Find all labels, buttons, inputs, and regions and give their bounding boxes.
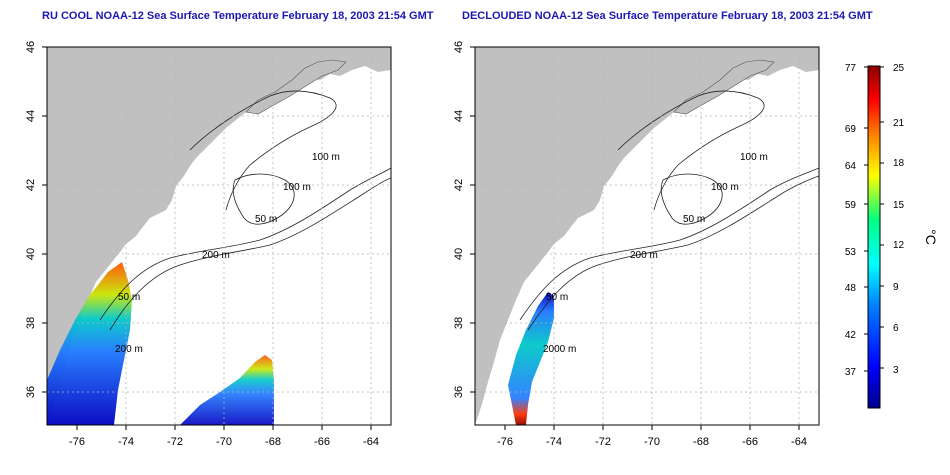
lat-tick-label: 44: [453, 110, 465, 122]
colorbar-f-tick: 64: [845, 161, 857, 172]
lon-tick-label: -74: [546, 436, 562, 448]
lat-tick-label: 38: [25, 317, 37, 329]
sst-patch-offshore: [180, 355, 274, 425]
lon-tick-label: -76: [69, 436, 85, 448]
colorbar-c-tick: 6: [893, 323, 899, 334]
lat-tick-label: 46: [453, 41, 465, 53]
colorbar-gradient: [867, 65, 881, 409]
colorbar-c-tick: 3: [893, 365, 899, 376]
contour-label: 50 m: [683, 214, 705, 225]
lat-tick-label: 40: [25, 248, 37, 260]
colorbar: 77 69 64 59 53 48 42 37 25 21 18 15 12 9…: [840, 63, 939, 409]
contour-label: 50 m: [255, 214, 277, 225]
lon-tick-label: -72: [595, 436, 611, 448]
lon-tick-label: -66: [742, 436, 758, 448]
lat-tick-label: 36: [453, 386, 465, 398]
sst-patch-coast: [47, 262, 132, 425]
lon-tick-label: -66: [314, 436, 330, 448]
colorbar-f-tick: 53: [845, 247, 857, 258]
panel-title-right: DECLOUDED NOAA-12 Sea Surface Temperatur…: [462, 10, 873, 22]
lon-tick-label: -64: [363, 436, 379, 448]
lon-tick-label: -76: [497, 436, 513, 448]
colorbar-unit-c: °C: [923, 229, 939, 245]
lat-tick-label: 44: [25, 110, 37, 122]
lon-tick-label: -70: [644, 436, 660, 448]
contour-label: 2000 m: [543, 344, 576, 355]
contour-label: 50 m: [546, 292, 568, 303]
land-mass: [47, 47, 391, 425]
colorbar-f-tick: 48: [845, 283, 857, 294]
colorbar-c-tick: 9: [893, 282, 899, 293]
colorbar-c-tick: 25: [893, 63, 905, 74]
lat-tick-label: 36: [25, 386, 37, 398]
colorbar-f-tick: 37: [845, 367, 857, 378]
lon-tick-label: -70: [216, 436, 232, 448]
lat-tick-label: 38: [453, 317, 465, 329]
colorbar-c-tick: 15: [893, 200, 905, 211]
panel-title-left: RU COOL NOAA-12 Sea Surface Temperature …: [42, 10, 434, 22]
map-panel-left: 100 m 100 m 50 m 200 m 50 m 200 m -76 -7…: [25, 41, 392, 448]
colorbar-f-tick: 77: [845, 63, 857, 74]
lat-tick-label: 42: [25, 179, 37, 191]
lon-tick-label: -68: [265, 436, 281, 448]
colorbar-unit-f: °F: [840, 230, 841, 244]
contour-label: 100 m: [711, 182, 739, 193]
colorbar-c-tick: 21: [893, 118, 905, 129]
contour-label: 100 m: [283, 182, 311, 193]
colorbar-f-tick: 42: [845, 330, 857, 341]
lon-tick-label: -74: [118, 436, 134, 448]
colorbar-f-tick: 59: [845, 200, 857, 211]
colorbar-f-tick: 69: [845, 124, 857, 135]
land-mass: [475, 47, 819, 425]
contour-label: 200 m: [202, 250, 230, 261]
lat-tick-label: 46: [25, 41, 37, 53]
lon-tick-label: -64: [791, 436, 807, 448]
contour-label: 100 m: [312, 152, 340, 163]
contour-label: 100 m: [740, 152, 768, 163]
map-panel-right: 100 m 100 m 50 m 200 m 50 m 2000 m -76 -…: [453, 41, 820, 448]
lat-tick-label: 42: [453, 179, 465, 191]
contour-label: 200 m: [630, 250, 658, 261]
lon-tick-label: -68: [693, 436, 709, 448]
colorbar-c-tick: 12: [893, 240, 905, 251]
lon-tick-label: -72: [167, 436, 183, 448]
lat-tick-label: 40: [453, 248, 465, 260]
sst-patch-coast: [508, 292, 554, 425]
contour-label: 50 m: [118, 292, 140, 303]
colorbar-c-tick: 18: [893, 158, 905, 169]
contour-label: 200 m: [115, 344, 143, 355]
